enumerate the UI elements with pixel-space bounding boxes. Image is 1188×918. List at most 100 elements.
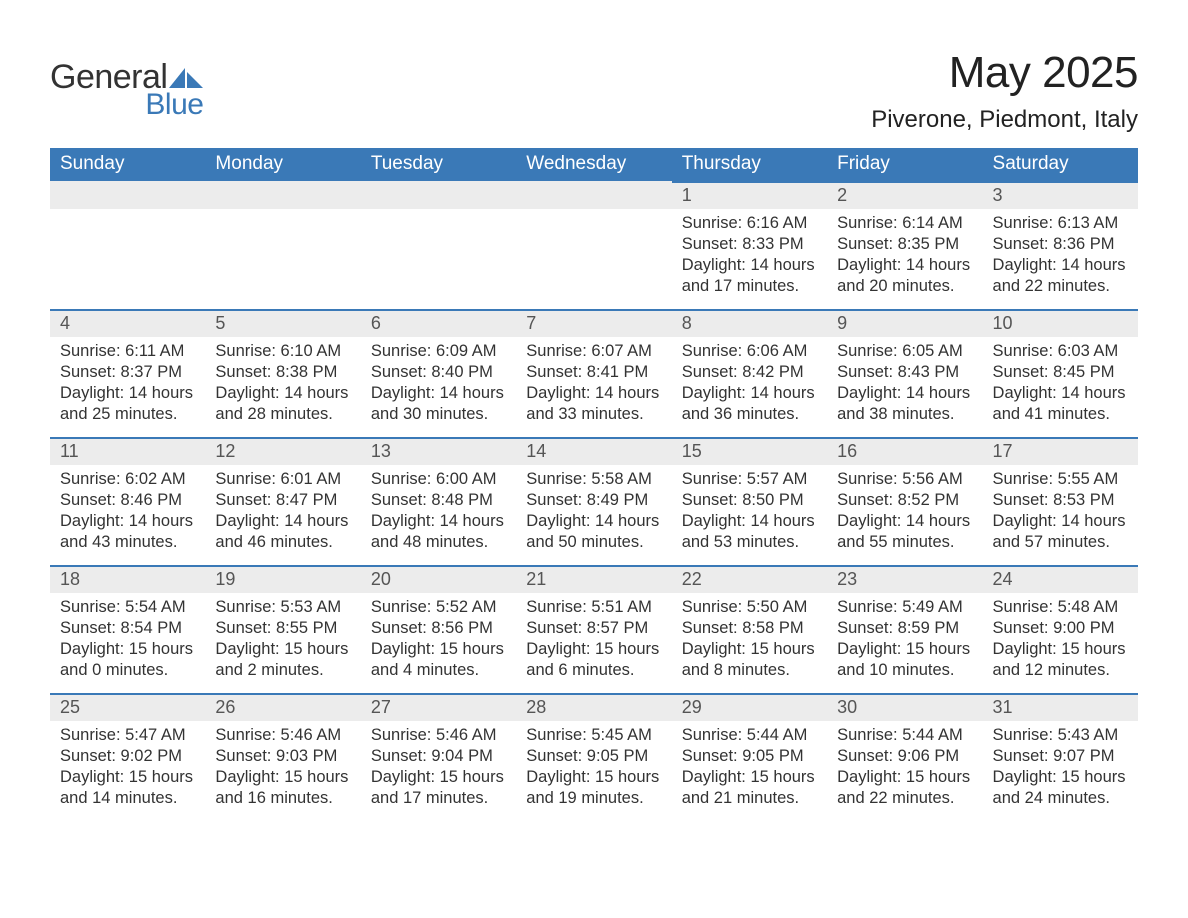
sunrise-text: Sunrise: 5:44 AM bbox=[682, 725, 817, 746]
daylight-text: Daylight: 14 hours and 57 minutes. bbox=[993, 511, 1128, 553]
calendar-cell: 16Sunrise: 5:56 AMSunset: 8:52 PMDayligh… bbox=[827, 437, 982, 565]
sunrise-text: Sunrise: 6:10 AM bbox=[215, 341, 350, 362]
calendar-header-row: SundayMondayTuesdayWednesdayThursdayFrid… bbox=[50, 148, 1138, 181]
day-number: 21 bbox=[516, 567, 671, 593]
day-number: 6 bbox=[361, 311, 516, 337]
calendar-cell: 12Sunrise: 6:01 AMSunset: 8:47 PMDayligh… bbox=[205, 437, 360, 565]
weekday-header: Wednesday bbox=[516, 148, 671, 181]
calendar-cell: 3Sunrise: 6:13 AMSunset: 8:36 PMDaylight… bbox=[983, 181, 1138, 309]
title-block: May 2025 Piverone, Piedmont, Italy bbox=[871, 48, 1138, 134]
sunset-text: Sunset: 8:35 PM bbox=[837, 234, 972, 255]
day-detail: Sunrise: 5:48 AMSunset: 9:00 PMDaylight:… bbox=[983, 593, 1138, 687]
sunrise-text: Sunrise: 6:07 AM bbox=[526, 341, 661, 362]
daylight-text: Daylight: 14 hours and 36 minutes. bbox=[682, 383, 817, 425]
day-detail: Sunrise: 5:50 AMSunset: 8:58 PMDaylight:… bbox=[672, 593, 827, 687]
calendar-cell bbox=[516, 181, 671, 309]
day-detail: Sunrise: 6:01 AMSunset: 8:47 PMDaylight:… bbox=[205, 465, 360, 559]
sunset-text: Sunset: 9:07 PM bbox=[993, 746, 1128, 767]
daynum-row bbox=[205, 181, 360, 209]
sunset-text: Sunset: 8:40 PM bbox=[371, 362, 506, 383]
calendar-cell: 29Sunrise: 5:44 AMSunset: 9:05 PMDayligh… bbox=[672, 693, 827, 821]
weekday-header: Monday bbox=[205, 148, 360, 181]
daynum-row: 25 bbox=[50, 693, 205, 721]
day-detail: Sunrise: 6:07 AMSunset: 8:41 PMDaylight:… bbox=[516, 337, 671, 431]
daylight-text: Daylight: 15 hours and 4 minutes. bbox=[371, 639, 506, 681]
daynum-row: 1 bbox=[672, 181, 827, 209]
daylight-text: Daylight: 14 hours and 30 minutes. bbox=[371, 383, 506, 425]
day-number: 22 bbox=[672, 567, 827, 593]
calendar-body: 1Sunrise: 6:16 AMSunset: 8:33 PMDaylight… bbox=[50, 181, 1138, 821]
sunrise-text: Sunrise: 5:47 AM bbox=[60, 725, 195, 746]
day-number: 19 bbox=[205, 567, 360, 593]
sunrise-text: Sunrise: 5:50 AM bbox=[682, 597, 817, 618]
calendar-cell: 4Sunrise: 6:11 AMSunset: 8:37 PMDaylight… bbox=[50, 309, 205, 437]
day-detail: Sunrise: 5:57 AMSunset: 8:50 PMDaylight:… bbox=[672, 465, 827, 559]
daynum-row: 22 bbox=[672, 565, 827, 593]
daylight-text: Daylight: 15 hours and 19 minutes. bbox=[526, 767, 661, 809]
sunset-text: Sunset: 8:49 PM bbox=[526, 490, 661, 511]
daynum-row: 13 bbox=[361, 437, 516, 465]
daynum-row: 31 bbox=[983, 693, 1138, 721]
day-number: 3 bbox=[983, 183, 1138, 209]
sunset-text: Sunset: 9:03 PM bbox=[215, 746, 350, 767]
daynum-row: 2 bbox=[827, 181, 982, 209]
day-detail: Sunrise: 6:02 AMSunset: 8:46 PMDaylight:… bbox=[50, 465, 205, 559]
daylight-text: Daylight: 15 hours and 21 minutes. bbox=[682, 767, 817, 809]
sunset-text: Sunset: 8:53 PM bbox=[993, 490, 1128, 511]
brand-text: General Blue bbox=[50, 60, 203, 120]
sunset-text: Sunset: 8:58 PM bbox=[682, 618, 817, 639]
calendar-cell: 11Sunrise: 6:02 AMSunset: 8:46 PMDayligh… bbox=[50, 437, 205, 565]
daylight-text: Daylight: 14 hours and 22 minutes. bbox=[993, 255, 1128, 297]
day-number: 5 bbox=[205, 311, 360, 337]
daylight-text: Daylight: 15 hours and 0 minutes. bbox=[60, 639, 195, 681]
calendar-week: 18Sunrise: 5:54 AMSunset: 8:54 PMDayligh… bbox=[50, 565, 1138, 693]
sunset-text: Sunset: 9:02 PM bbox=[60, 746, 195, 767]
day-detail: Sunrise: 5:49 AMSunset: 8:59 PMDaylight:… bbox=[827, 593, 982, 687]
day-number bbox=[50, 183, 205, 209]
daynum-row: 14 bbox=[516, 437, 671, 465]
sunrise-text: Sunrise: 5:46 AM bbox=[371, 725, 506, 746]
sunrise-text: Sunrise: 6:02 AM bbox=[60, 469, 195, 490]
calendar-cell: 1Sunrise: 6:16 AMSunset: 8:33 PMDaylight… bbox=[672, 181, 827, 309]
day-number: 30 bbox=[827, 695, 982, 721]
location-label: Piverone, Piedmont, Italy bbox=[871, 106, 1138, 134]
sunset-text: Sunset: 8:43 PM bbox=[837, 362, 972, 383]
daylight-text: Daylight: 15 hours and 12 minutes. bbox=[993, 639, 1128, 681]
daylight-text: Daylight: 14 hours and 53 minutes. bbox=[682, 511, 817, 553]
day-number bbox=[205, 183, 360, 209]
daylight-text: Daylight: 14 hours and 25 minutes. bbox=[60, 383, 195, 425]
daynum-row: 19 bbox=[205, 565, 360, 593]
calendar-page: General Blue May 2025 Piverone, Piedmont… bbox=[0, 0, 1188, 851]
weekday-header: Thursday bbox=[672, 148, 827, 181]
day-number: 23 bbox=[827, 567, 982, 593]
sunrise-text: Sunrise: 5:56 AM bbox=[837, 469, 972, 490]
daylight-text: Daylight: 15 hours and 2 minutes. bbox=[215, 639, 350, 681]
calendar-cell: 24Sunrise: 5:48 AMSunset: 9:00 PMDayligh… bbox=[983, 565, 1138, 693]
daylight-text: Daylight: 14 hours and 41 minutes. bbox=[993, 383, 1128, 425]
calendar-cell: 2Sunrise: 6:14 AMSunset: 8:35 PMDaylight… bbox=[827, 181, 982, 309]
daynum-row: 12 bbox=[205, 437, 360, 465]
day-number: 20 bbox=[361, 567, 516, 593]
daynum-row: 21 bbox=[516, 565, 671, 593]
daynum-row: 5 bbox=[205, 309, 360, 337]
sunrise-text: Sunrise: 6:01 AM bbox=[215, 469, 350, 490]
calendar-cell: 17Sunrise: 5:55 AMSunset: 8:53 PMDayligh… bbox=[983, 437, 1138, 565]
daynum-row: 11 bbox=[50, 437, 205, 465]
sunrise-text: Sunrise: 5:43 AM bbox=[993, 725, 1128, 746]
sunset-text: Sunset: 8:45 PM bbox=[993, 362, 1128, 383]
daynum-row: 4 bbox=[50, 309, 205, 337]
daynum-row: 16 bbox=[827, 437, 982, 465]
daylight-text: Daylight: 15 hours and 8 minutes. bbox=[682, 639, 817, 681]
month-title: May 2025 bbox=[871, 48, 1138, 98]
calendar-cell bbox=[50, 181, 205, 309]
day-detail: Sunrise: 5:47 AMSunset: 9:02 PMDaylight:… bbox=[50, 721, 205, 815]
daynum-row: 24 bbox=[983, 565, 1138, 593]
daynum-row: 3 bbox=[983, 181, 1138, 209]
calendar-cell: 26Sunrise: 5:46 AMSunset: 9:03 PMDayligh… bbox=[205, 693, 360, 821]
calendar-cell bbox=[205, 181, 360, 309]
day-detail: Sunrise: 5:54 AMSunset: 8:54 PMDaylight:… bbox=[50, 593, 205, 687]
day-number: 10 bbox=[983, 311, 1138, 337]
day-number: 14 bbox=[516, 439, 671, 465]
calendar-cell: 19Sunrise: 5:53 AMSunset: 8:55 PMDayligh… bbox=[205, 565, 360, 693]
daylight-text: Daylight: 15 hours and 6 minutes. bbox=[526, 639, 661, 681]
